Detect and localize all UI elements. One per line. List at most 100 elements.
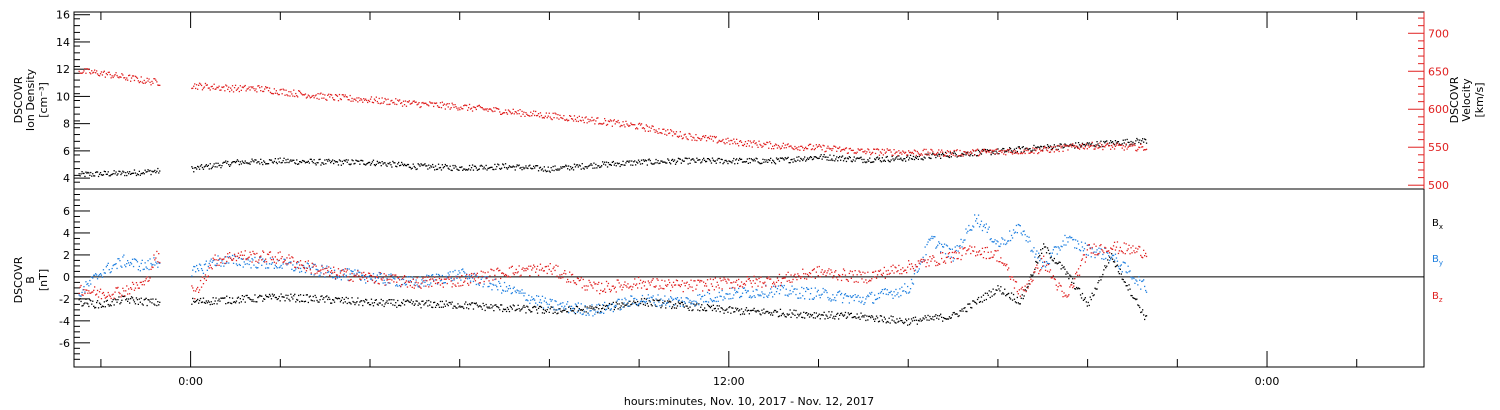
velocity-point (856, 151, 858, 153)
density-point (298, 163, 300, 165)
by-point (433, 279, 435, 281)
by-point (600, 312, 602, 314)
density-point (1104, 142, 1106, 144)
by-point (823, 291, 825, 293)
velocity-point (515, 111, 517, 113)
by-point (859, 296, 861, 299)
density-point (1042, 149, 1044, 151)
density-point (1032, 149, 1034, 151)
velocity-point (493, 107, 495, 109)
velocity-point (332, 97, 334, 99)
bx-point (336, 298, 339, 300)
bx-point (1086, 305, 1088, 307)
bx-point (313, 300, 315, 302)
bx-point (395, 302, 397, 304)
by-point (965, 228, 967, 230)
by-point (813, 297, 815, 299)
by-point (1086, 244, 1088, 246)
by-point (918, 268, 920, 270)
by-point (934, 236, 936, 238)
bz-point (638, 282, 641, 285)
bx-point (195, 300, 197, 303)
bx-point (1061, 264, 1063, 266)
by-point (206, 269, 208, 271)
bz-point (452, 283, 454, 285)
velocity-point (876, 148, 879, 150)
by-point (378, 271, 380, 274)
bx-point (899, 317, 901, 319)
density-point (1137, 139, 1139, 141)
bz-point (88, 290, 90, 292)
velocity-point (1134, 144, 1136, 147)
velocity-point (149, 81, 151, 83)
bx-point (918, 320, 920, 322)
velocity-point (143, 79, 145, 82)
bz-point (496, 268, 498, 270)
velocity-point (334, 94, 337, 96)
by-point (591, 304, 593, 306)
bx-point (1118, 273, 1120, 275)
bz-point (559, 274, 561, 276)
bz-point (295, 266, 297, 269)
velocity-point (448, 103, 450, 105)
velocity-point (290, 91, 292, 93)
velocity-point (1053, 151, 1055, 153)
bx-point (485, 303, 487, 306)
density-point (811, 158, 814, 161)
bx-point (626, 304, 628, 306)
bx-point (741, 313, 744, 315)
density-point (597, 165, 599, 167)
by-point (770, 288, 772, 290)
velocity-point (528, 115, 530, 117)
by-point (795, 293, 797, 296)
by-point (405, 283, 408, 286)
by-point (707, 301, 710, 303)
bz-point (534, 266, 536, 268)
density-point (1013, 148, 1016, 150)
density-point (970, 153, 972, 156)
bx-point (966, 310, 968, 313)
velocity-point (650, 127, 652, 129)
bx-point (1044, 246, 1047, 248)
velocity-point (1094, 148, 1096, 150)
density-point (778, 160, 781, 162)
density-point (383, 162, 385, 164)
by-point (911, 282, 914, 284)
by-point (774, 286, 777, 288)
by-point (547, 306, 549, 308)
bx-point (949, 317, 951, 319)
bz-point (377, 282, 379, 285)
velocity-point (1090, 145, 1092, 147)
velocity-point (920, 153, 922, 155)
bz-point (368, 272, 371, 275)
by-point (1061, 246, 1063, 248)
density-point (721, 158, 723, 161)
velocity-point (217, 87, 219, 89)
density-point (718, 157, 720, 160)
velocity-point (627, 124, 629, 126)
bx-point (89, 299, 91, 301)
bz-point (423, 279, 425, 282)
density-point (382, 163, 384, 165)
bx-point (820, 314, 822, 316)
bx-point (136, 299, 139, 301)
velocity-point (657, 132, 659, 134)
density-point (1047, 145, 1050, 147)
by-point (936, 246, 938, 248)
density-point (442, 167, 444, 169)
density-point (650, 162, 652, 164)
bz-point (545, 265, 547, 268)
velocity-point (425, 102, 427, 104)
bx-point (278, 295, 280, 298)
bx-point (814, 317, 816, 319)
bx-point (335, 297, 338, 299)
by-point (505, 286, 508, 288)
velocity-point (108, 71, 110, 73)
by-point (885, 293, 887, 295)
by-point (867, 294, 869, 296)
bz-point (108, 294, 110, 296)
bz-point (249, 251, 251, 253)
bx-point (339, 301, 342, 303)
bx-point (145, 297, 147, 299)
velocity-point (412, 100, 414, 102)
